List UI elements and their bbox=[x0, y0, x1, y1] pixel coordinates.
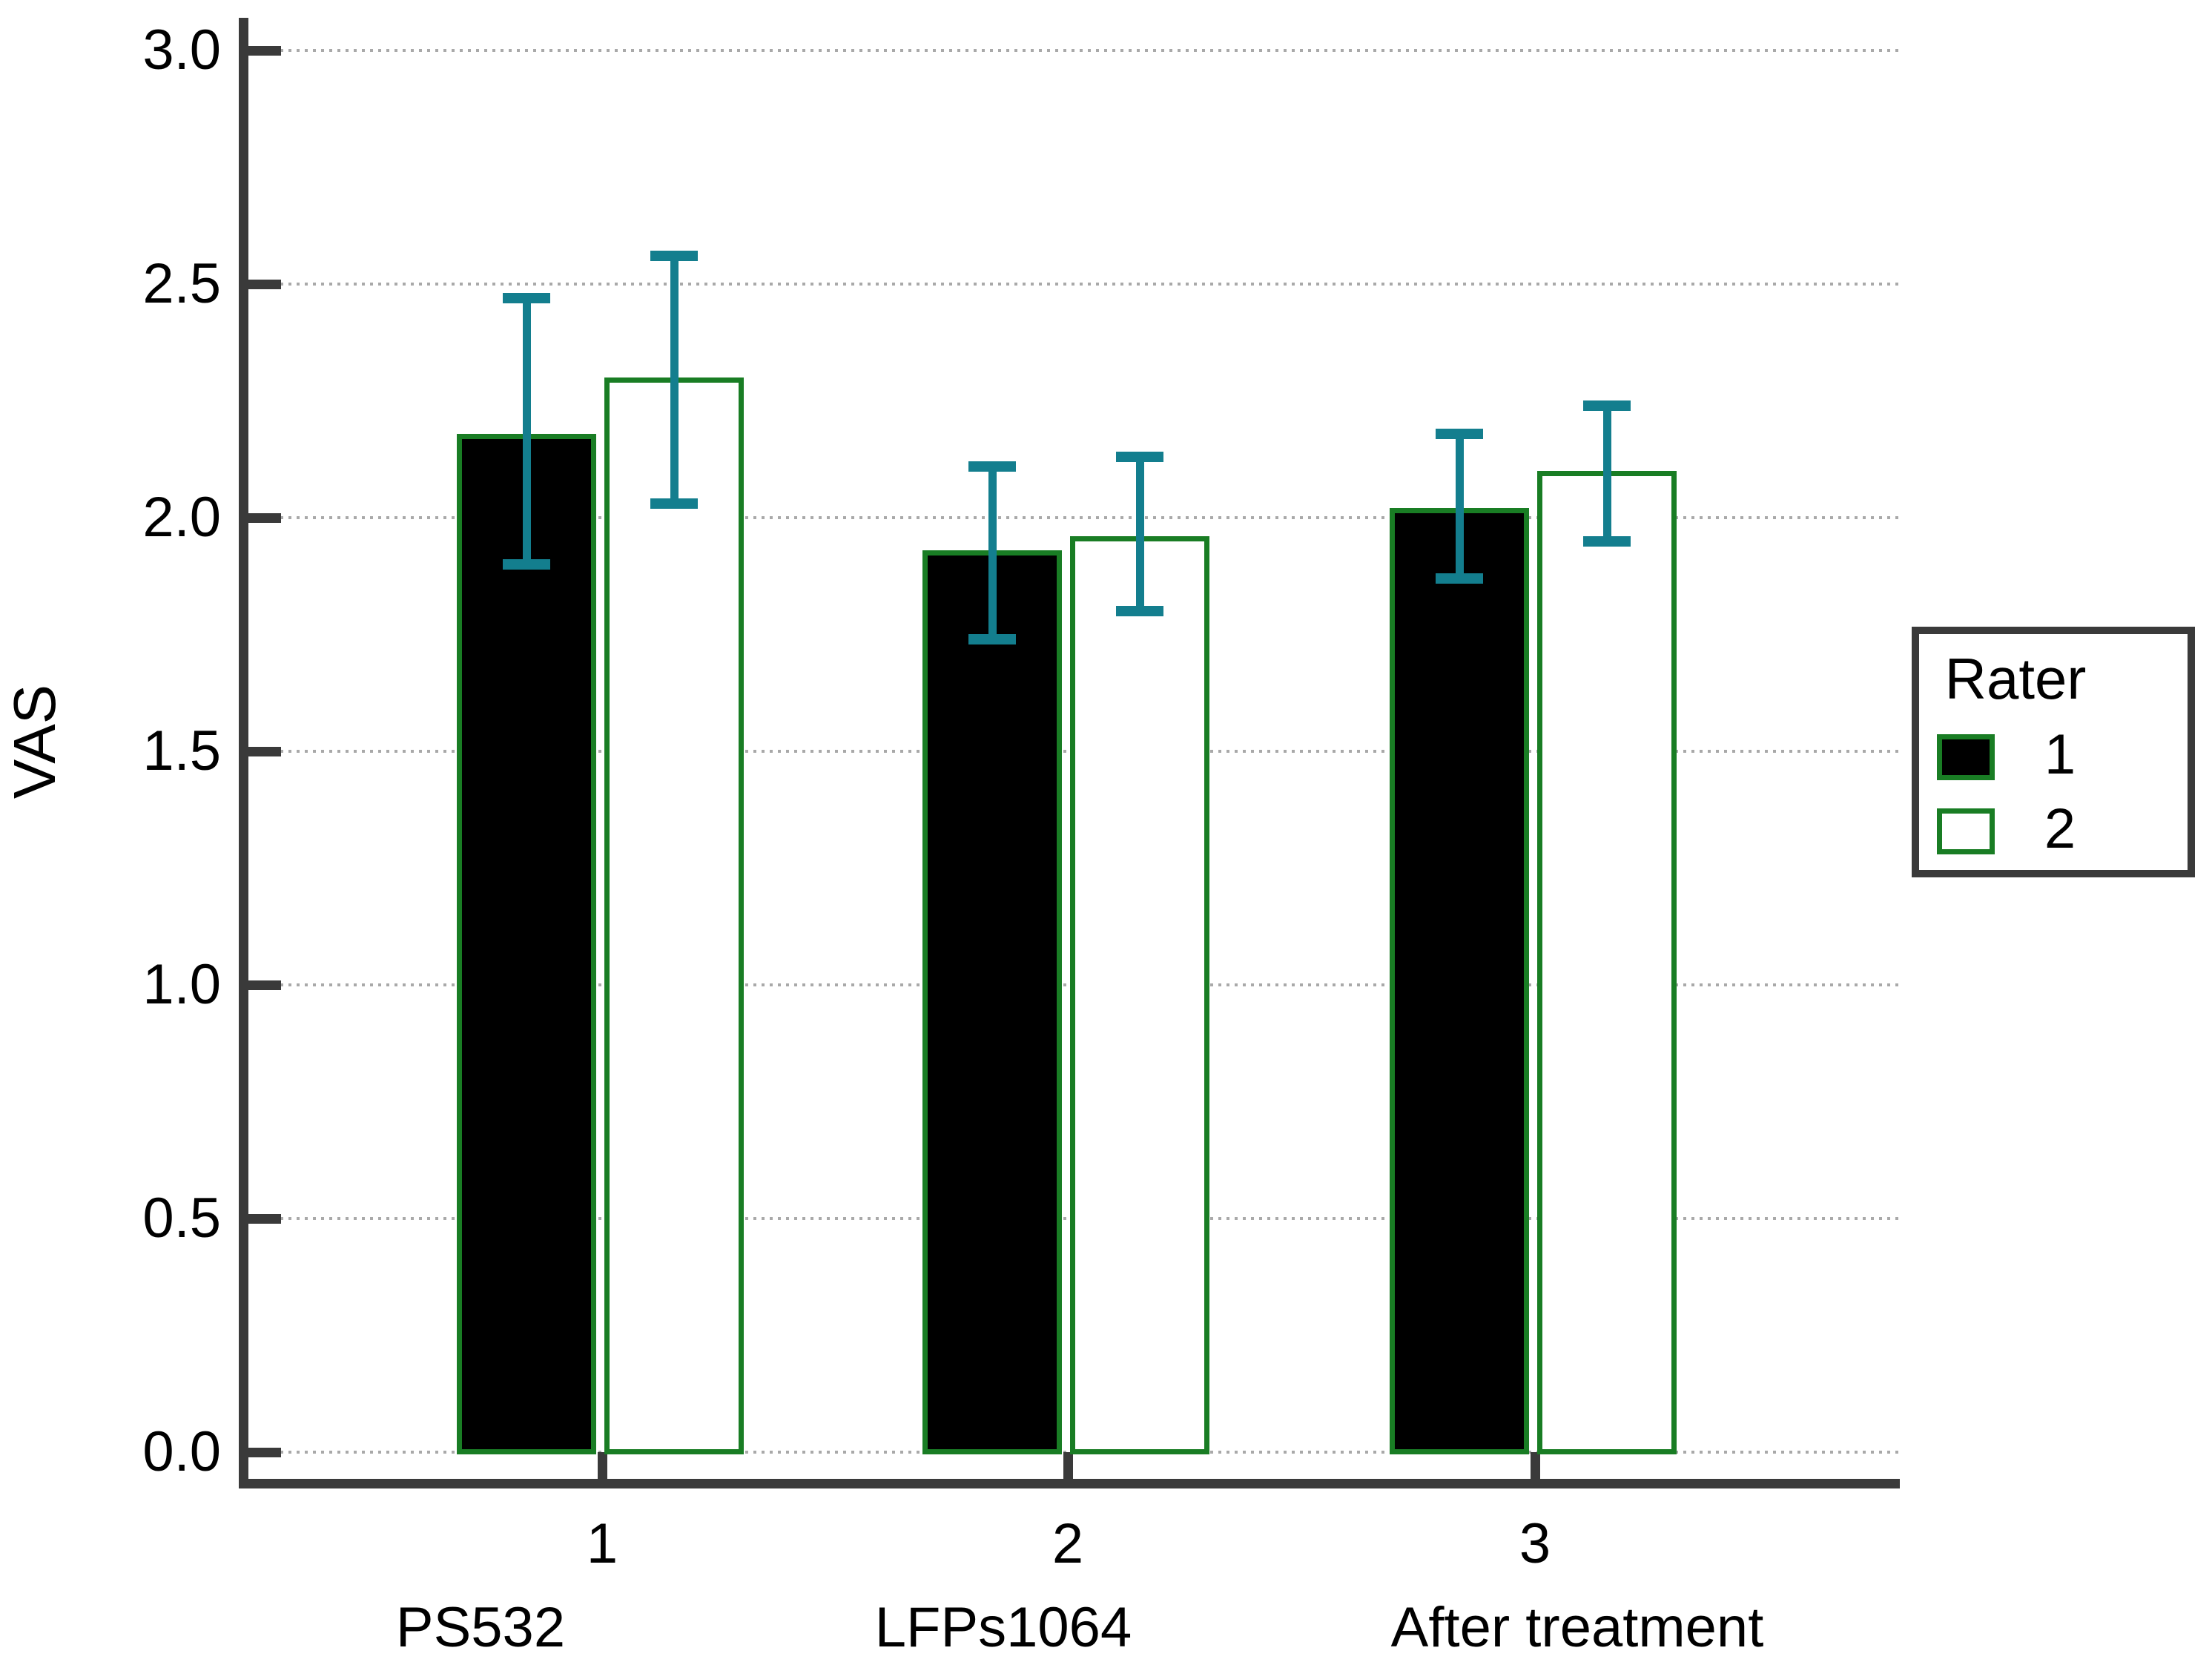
legend-title: Rater bbox=[1944, 646, 2087, 711]
y-tick-1.0 bbox=[248, 980, 281, 990]
y-tick-label-3.0: 3.0 bbox=[142, 19, 221, 82]
category-label-2: LFPs1064 bbox=[874, 1596, 1132, 1659]
legend-box: Rater 1 2 bbox=[1912, 627, 2195, 877]
error-bar-stem-rater2-group2 bbox=[1135, 457, 1144, 611]
error-bar-top-cap-rater2-group1 bbox=[650, 251, 698, 261]
x-tick-1 bbox=[598, 1452, 607, 1479]
bar-rater2-group1 bbox=[604, 377, 744, 1454]
legend-label-rater-1: 1 bbox=[2044, 723, 2076, 786]
bar-rater1-group2 bbox=[922, 550, 1062, 1454]
category-label-1: PS532 bbox=[395, 1596, 566, 1659]
x-axis-line bbox=[239, 1479, 1900, 1488]
y-tick-label-2.5: 2.5 bbox=[142, 252, 221, 315]
y-tick-label-0.0: 0.0 bbox=[142, 1420, 221, 1483]
x-tick-label-1: 1 bbox=[586, 1512, 618, 1575]
x-tick-3 bbox=[1531, 1452, 1540, 1479]
legend-swatch-rater-1 bbox=[1937, 734, 1995, 780]
error-bar-bottom-cap-rater1-group2 bbox=[968, 634, 1016, 644]
error-bar-top-cap-rater1-group2 bbox=[968, 461, 1016, 472]
legend-label-rater-2: 2 bbox=[2044, 797, 2076, 860]
bar-rater2-group3 bbox=[1537, 471, 1677, 1454]
error-bar-stem-rater1-group2 bbox=[988, 466, 997, 639]
x-tick-2 bbox=[1063, 1452, 1073, 1479]
y-tick-2.5 bbox=[248, 280, 281, 289]
error-bar-stem-rater2-group1 bbox=[670, 256, 679, 504]
y-tick-3.0 bbox=[248, 46, 281, 56]
error-bar-top-cap-rater1-group1 bbox=[503, 293, 550, 303]
y-tick-label-1.5: 1.5 bbox=[142, 719, 221, 782]
bar-rater1-group1 bbox=[457, 434, 596, 1454]
y-tick-2.0 bbox=[248, 513, 281, 523]
y-tick-label-2.0: 2.0 bbox=[142, 486, 221, 549]
error-bar-stem-rater2-group3 bbox=[1602, 406, 1611, 541]
gridline-2.5 bbox=[280, 283, 1898, 286]
x-tick-label-3: 3 bbox=[1519, 1512, 1551, 1575]
error-bar-top-cap-rater2-group3 bbox=[1583, 400, 1631, 411]
error-bar-bottom-cap-rater1-group1 bbox=[503, 559, 550, 570]
error-bar-top-cap-rater1-group3 bbox=[1436, 429, 1483, 439]
y-tick-label-0.5: 0.5 bbox=[142, 1187, 221, 1250]
bar-rater1-group3 bbox=[1390, 508, 1529, 1454]
y-axis-line bbox=[239, 18, 248, 1488]
x-tick-label-2: 2 bbox=[1051, 1512, 1084, 1575]
y-tick-0.5 bbox=[248, 1214, 281, 1224]
bar-rater2-group2 bbox=[1070, 536, 1209, 1454]
y-axis-title: VAS bbox=[1, 684, 67, 799]
gridline-3.0 bbox=[280, 49, 1898, 52]
error-bar-bottom-cap-rater2-group2 bbox=[1116, 606, 1163, 616]
error-bar-bottom-cap-rater2-group3 bbox=[1583, 536, 1631, 547]
y-tick-label-1.0: 1.0 bbox=[142, 953, 221, 1016]
error-bar-bottom-cap-rater1-group3 bbox=[1436, 573, 1483, 584]
legend-swatch-rater-2 bbox=[1937, 808, 1995, 854]
category-label-3: After treatment bbox=[1390, 1596, 1764, 1659]
gridline-2.0 bbox=[280, 516, 1898, 519]
error-bar-top-cap-rater2-group2 bbox=[1116, 452, 1163, 462]
error-bar-bottom-cap-rater2-group1 bbox=[650, 498, 698, 509]
y-tick-0.0 bbox=[248, 1448, 281, 1457]
error-bar-stem-rater1-group1 bbox=[522, 298, 531, 564]
error-bar-stem-rater1-group3 bbox=[1455, 434, 1464, 578]
y-tick-1.5 bbox=[248, 747, 281, 756]
